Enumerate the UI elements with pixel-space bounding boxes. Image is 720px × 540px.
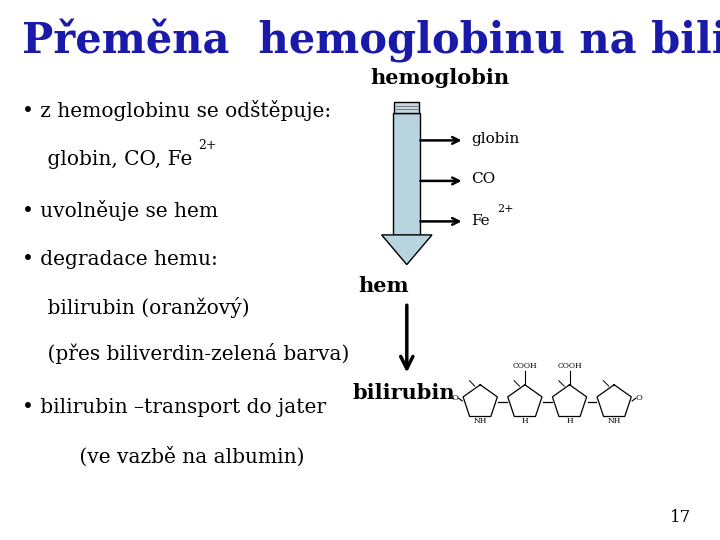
Text: COOH: COOH — [513, 362, 537, 369]
Text: 2+: 2+ — [497, 204, 513, 214]
Text: CO: CO — [472, 172, 496, 186]
Text: • uvolněuje se hem: • uvolněuje se hem — [22, 200, 217, 221]
Text: NH: NH — [474, 417, 487, 425]
Text: Fe: Fe — [472, 214, 490, 228]
Polygon shape — [382, 235, 432, 265]
Text: (ve vazbě na albumin): (ve vazbě na albumin) — [22, 446, 304, 467]
Text: H: H — [566, 417, 573, 425]
Text: bilirubin: bilirubin — [352, 383, 455, 403]
Text: 2+: 2+ — [198, 139, 217, 152]
Text: O: O — [636, 394, 643, 402]
Text: • degradace hemu:: • degradace hemu: — [22, 249, 217, 269]
Text: bilirubin (oranžový): bilirubin (oranžový) — [22, 298, 249, 318]
Text: COOH: COOH — [557, 362, 582, 369]
Text: hem: hem — [359, 276, 409, 296]
Bar — [395, 102, 419, 113]
Text: (přes biliverdin-zelená barva): (přes biliverdin-zelená barva) — [22, 343, 349, 364]
Text: globin: globin — [472, 132, 520, 146]
Text: hemoglobin: hemoglobin — [371, 68, 510, 89]
Polygon shape — [393, 113, 420, 235]
Text: • bilirubin –transport do jater: • bilirubin –transport do jater — [22, 398, 325, 417]
Text: NH: NH — [608, 417, 621, 425]
Text: • z hemoglobinu se odštěpuje:: • z hemoglobinu se odštěpuje: — [22, 100, 331, 121]
Text: H: H — [521, 417, 528, 425]
Text: O: O — [451, 394, 459, 402]
Text: 17: 17 — [670, 510, 691, 526]
Text: globin, CO, Fe: globin, CO, Fe — [22, 150, 192, 169]
Text: Přeměna  hemoglobinu na bilirubin: Přeměna hemoglobinu na bilirubin — [22, 19, 720, 63]
